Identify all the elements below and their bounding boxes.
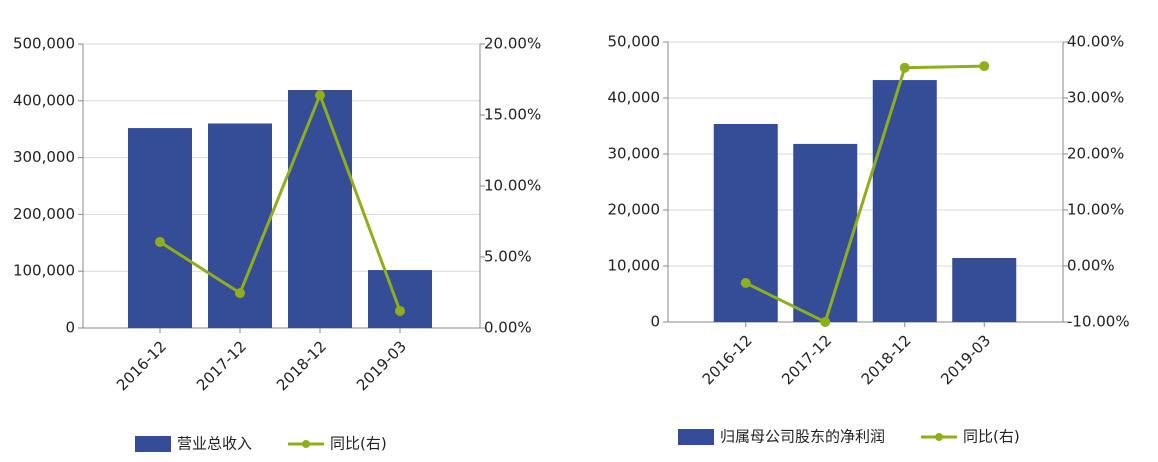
y-tick-label: 400,000 bbox=[13, 91, 75, 109]
y2-tick-label: 20.00% bbox=[1067, 145, 1124, 163]
y2-tick-label: -10.00% bbox=[1067, 313, 1130, 331]
y-tick-label: 0 bbox=[650, 313, 660, 331]
bar bbox=[872, 80, 937, 322]
y-tick-label: 300,000 bbox=[13, 148, 75, 166]
x-tick-label: 2019-03 bbox=[937, 331, 994, 388]
legend-swatch bbox=[678, 429, 714, 445]
x-tick-label: 2019-03 bbox=[353, 337, 410, 394]
bar bbox=[288, 90, 352, 329]
y2-tick-label: 10.00% bbox=[1067, 201, 1124, 219]
legend-label: 归属母公司股东的净利润 bbox=[720, 428, 885, 446]
line bbox=[745, 64, 985, 325]
x-tick-label: 2018-12 bbox=[858, 331, 915, 388]
y-tick-label: 50,000 bbox=[608, 33, 661, 51]
y-tick-label: 0 bbox=[65, 319, 75, 337]
bar bbox=[952, 257, 1017, 322]
legend-swatch bbox=[935, 433, 944, 441]
y-tick-label: 100,000 bbox=[13, 262, 75, 280]
line-point bbox=[395, 305, 405, 316]
line-point bbox=[899, 62, 910, 73]
y2-tick-label: 20.00% bbox=[484, 35, 541, 53]
y-tick-label: 200,000 bbox=[13, 205, 75, 223]
x-tick-label: 2018-12 bbox=[273, 337, 330, 394]
line-point bbox=[979, 61, 990, 72]
line-point bbox=[155, 236, 165, 247]
legend-label: 营业总收入 bbox=[177, 435, 252, 453]
y2-tick-label: 10.00% bbox=[484, 177, 541, 195]
bar bbox=[128, 128, 192, 328]
x-tick-label: 2017-12 bbox=[193, 337, 250, 394]
y-tick-label: 10,000 bbox=[608, 257, 661, 275]
line-point bbox=[820, 317, 831, 327]
y2-tick-label: 40.00% bbox=[1067, 33, 1124, 51]
y-tick-label: 20,000 bbox=[608, 201, 661, 219]
legend-label: 同比(右) bbox=[330, 435, 387, 453]
line-point bbox=[235, 288, 245, 299]
line bbox=[159, 90, 402, 312]
y-tick-label: 500,000 bbox=[13, 35, 75, 53]
y2-tick-label: 0.00% bbox=[1067, 257, 1115, 275]
line-point bbox=[315, 90, 325, 101]
bar bbox=[368, 270, 432, 328]
legend-label: 同比(右) bbox=[963, 428, 1020, 446]
y2-tick-label: 0.00% bbox=[484, 319, 532, 337]
legend-swatch bbox=[135, 436, 171, 452]
y2-tick-label: 5.00% bbox=[484, 248, 532, 266]
y-tick-label: 40,000 bbox=[608, 89, 661, 107]
bar bbox=[713, 123, 778, 322]
x-tick-label: 2017-12 bbox=[778, 331, 835, 388]
x-tick-label: 2016-12 bbox=[113, 337, 170, 394]
y-tick-label: 30,000 bbox=[608, 145, 661, 163]
bar bbox=[793, 143, 858, 322]
y2-tick-label: 15.00% bbox=[484, 106, 541, 124]
y2-tick-label: 30.00% bbox=[1067, 89, 1124, 107]
line-point bbox=[740, 278, 751, 289]
legend-swatch bbox=[302, 440, 311, 448]
x-tick-label: 2016-12 bbox=[699, 331, 756, 388]
